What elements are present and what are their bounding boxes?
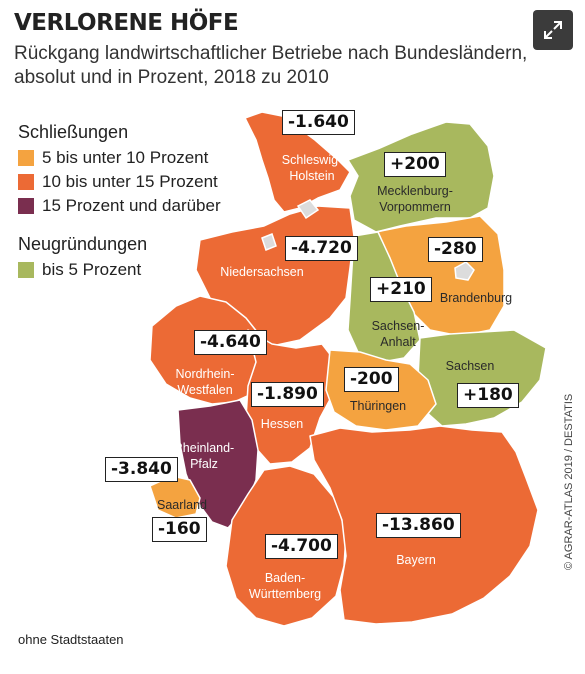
state-shape-sn	[417, 329, 547, 427]
legend-swatch	[18, 198, 34, 214]
legend-heading-new: Neugründungen	[18, 234, 148, 254]
legend-label: 5 bis unter 10 Prozent	[42, 148, 209, 167]
value-box-nw: -4.640	[194, 330, 267, 355]
value-box-he: -1.890	[251, 382, 324, 407]
state-label-by: Bayern	[396, 553, 436, 567]
value-box-sl: -160	[152, 517, 207, 542]
city-state-berlin	[454, 261, 475, 281]
value-box-by: -13.860	[376, 513, 461, 538]
value-box-ni: -4.720	[285, 236, 358, 261]
state-label-sh: Schleswig- Holstein	[281, 153, 343, 183]
value-box-sn: +180	[457, 383, 519, 408]
footnote: ohne Stadtstaaten	[18, 632, 124, 647]
source-credit: © AGRAR-ATLAS 2019 / DESTATIS	[563, 393, 575, 570]
value-box-sh: -1.640	[282, 110, 355, 135]
state-label-sn: Sachsen	[445, 359, 495, 373]
legend-swatch	[18, 150, 34, 166]
value-box-bb: -280	[428, 237, 483, 262]
state-label-rp: Rheinland- Pfalz	[173, 441, 235, 471]
state-label-th: Thüringen	[349, 399, 407, 413]
legend-label: 10 bis unter 15 Prozent	[42, 172, 218, 191]
state-shape-mv	[347, 121, 495, 233]
value-box-rp: -3.840	[105, 457, 178, 482]
value-box-mv: +200	[384, 152, 446, 177]
city-state-hamburg	[296, 199, 320, 220]
expand-icon	[544, 21, 562, 39]
city-state-bremen	[261, 233, 277, 251]
legend-swatch	[18, 174, 34, 190]
state-label-mv: Mecklenburg- Vorpommern	[377, 184, 453, 214]
page-title: VERLORENE HÖFE	[14, 10, 239, 36]
value-box-th: -200	[344, 367, 399, 392]
value-box-st: +210	[370, 277, 432, 302]
value-box-bw: -4.700	[265, 534, 338, 559]
page-subtitle: Rückgang landwirtschaftlicher Betriebe n…	[14, 43, 528, 88]
legend-label: 15 Prozent und darüber	[42, 196, 221, 215]
state-label-nw: Nordrhein- Westfalen	[175, 367, 235, 397]
legend-swatch	[18, 262, 34, 278]
expand-button[interactable]	[533, 10, 573, 50]
state-label-st: Sachsen- Anhalt	[371, 319, 425, 349]
legend-label: bis 5 Prozent	[42, 260, 142, 279]
state-label-ni: Niedersachsen	[220, 265, 304, 279]
state-label-bw: Baden- Württemberg	[248, 571, 322, 601]
state-label-he: Hessen	[260, 417, 304, 431]
state-label-sl: Saarland	[156, 498, 208, 512]
state-label-bb: Brandenburg	[439, 291, 513, 305]
legend-heading-closures: Schließungen	[18, 122, 129, 142]
